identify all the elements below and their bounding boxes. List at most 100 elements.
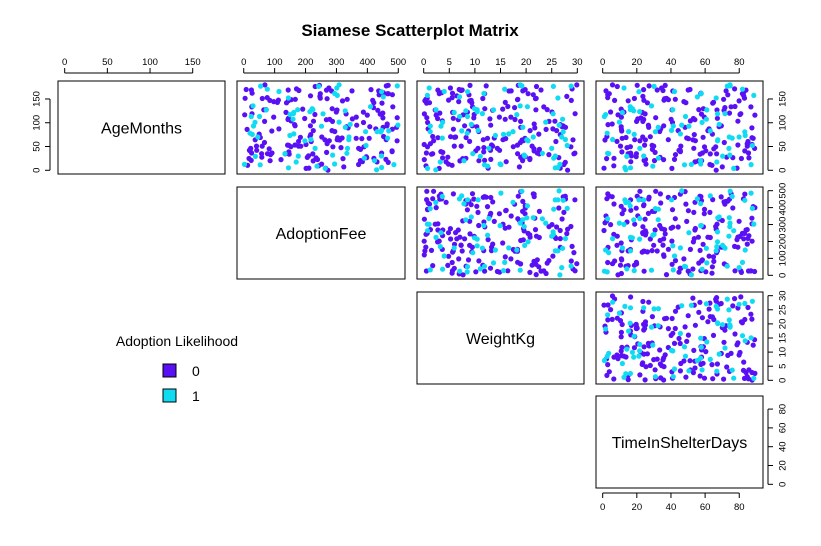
data-point [297, 134, 303, 140]
data-point [628, 207, 634, 213]
data-point [516, 164, 523, 170]
data-point [497, 269, 503, 275]
data-point [707, 356, 713, 362]
data-point [640, 224, 646, 230]
data-point [520, 124, 526, 130]
data-point [643, 161, 649, 167]
data-point [559, 265, 565, 271]
data-point [259, 95, 265, 102]
data-point [687, 86, 693, 93]
data-point [694, 196, 701, 202]
data-point [701, 206, 708, 212]
data-point [669, 315, 675, 322]
data-point [741, 375, 748, 381]
data-point [249, 90, 255, 96]
data-point [379, 89, 385, 95]
data-point [569, 243, 575, 249]
data-point [447, 85, 453, 91]
data-point [634, 118, 640, 124]
data-point [264, 95, 270, 101]
data-point [658, 375, 664, 381]
data-point [424, 115, 430, 121]
data-point [456, 256, 462, 262]
data-point [445, 154, 451, 160]
tick-label: 200 [298, 57, 314, 68]
data-point [353, 114, 359, 120]
data-point [354, 122, 360, 128]
data-point [641, 305, 647, 311]
data-point [752, 112, 758, 118]
data-point [437, 244, 443, 250]
data-point [729, 193, 735, 200]
data-point [736, 265, 742, 271]
tick-label: 500 [390, 57, 406, 68]
data-point [642, 216, 648, 222]
data-point [640, 134, 646, 140]
panel-AgeMonths-TimeInShelterDays [595, 80, 764, 175]
data-point [654, 356, 660, 362]
data-point [278, 157, 284, 163]
data-point [698, 158, 704, 164]
data-point [609, 316, 615, 322]
data-point [323, 87, 330, 93]
data-point [738, 294, 744, 300]
tick-label: 15 [777, 333, 788, 344]
data-point [312, 145, 318, 151]
data-point [701, 375, 708, 381]
data-point [257, 162, 263, 168]
data-point [521, 228, 527, 234]
data-point [512, 116, 518, 123]
data-point [686, 123, 692, 129]
data-point [533, 95, 539, 101]
tick-label: 50 [777, 141, 788, 152]
data-point [574, 82, 580, 88]
data-point [714, 368, 720, 374]
data-point [703, 116, 710, 122]
tick-label: 15 [495, 57, 506, 68]
data-point [683, 100, 689, 106]
data-point [692, 365, 698, 371]
data-point [710, 332, 717, 338]
data-point [692, 322, 699, 328]
data-point [482, 268, 488, 274]
data-point [546, 258, 552, 264]
tick-label: 20 [632, 57, 643, 68]
data-point [471, 235, 478, 241]
data-point [386, 128, 392, 134]
data-point [508, 256, 514, 262]
data-point [424, 188, 430, 194]
data-point [699, 315, 706, 321]
data-point [532, 125, 538, 131]
data-point [605, 122, 611, 128]
data-point [631, 345, 638, 351]
data-point [617, 318, 624, 324]
data-point [626, 328, 632, 334]
data-point [627, 234, 634, 240]
data-point [500, 268, 507, 274]
data-point [668, 197, 675, 203]
panel-frame [236, 186, 406, 280]
data-point [572, 268, 578, 274]
data-point [485, 237, 491, 243]
data-point [474, 243, 480, 249]
data-point [312, 111, 318, 118]
data-point [449, 90, 456, 96]
data-point [247, 130, 253, 136]
data-point [610, 236, 616, 242]
data-point [426, 85, 432, 91]
data-point [619, 360, 626, 367]
data-point [379, 127, 385, 133]
data-point [292, 96, 298, 102]
data-point [605, 216, 611, 222]
data-point [611, 163, 617, 169]
data-point [605, 362, 611, 368]
data-point [242, 112, 248, 118]
data-point [631, 108, 637, 114]
data-point [739, 320, 746, 326]
data-point [394, 83, 400, 89]
data-point [601, 357, 608, 364]
data-point [731, 375, 737, 381]
data-point [500, 240, 506, 246]
data-point [285, 165, 292, 171]
